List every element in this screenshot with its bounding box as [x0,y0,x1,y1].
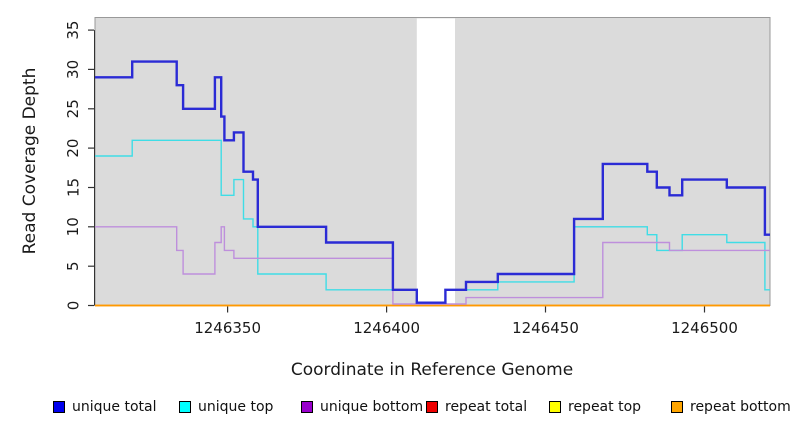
legend-label: unique bottom [320,399,424,415]
x-tick-label: 1246350 [194,319,261,337]
legend-label: repeat top [568,399,642,415]
legend-swatch [426,401,438,413]
series-unique-bottom [95,226,770,305]
y-tick-label: 30 [64,60,82,79]
x-tick-label: 1246500 [671,319,738,337]
legend-label: repeat bottom [690,399,791,415]
y-tick-label: 15 [64,178,82,197]
x-axis-title: Coordinate in Reference Genome [291,360,573,380]
legend-item-unique-total: unique total [53,400,156,414]
legend-item-unique-top: unique top [179,400,273,414]
legend-swatch [301,401,313,413]
x-tick-label: 1246450 [512,319,579,337]
y-tick-label: 25 [64,99,82,118]
masked-region [416,18,455,306]
legend-swatch [671,401,683,413]
y-tick-label: 20 [64,139,82,158]
legend-label: unique total [72,399,157,415]
y-tick-label: 35 [64,21,82,40]
legend-item-repeat-top: repeat top [549,400,641,414]
legend-item-repeat-total: repeat total [426,400,527,414]
y-axis-title: Read Coverage Depth [20,68,40,255]
legend-swatch [53,401,65,413]
y-tick-label: 0 [64,301,82,311]
legend-label: unique top [198,399,274,415]
y-tick-label: 10 [64,217,82,236]
legend-item-repeat-bottom: repeat bottom [671,400,791,414]
x-tick-label: 1246400 [353,319,420,337]
legend-item-unique-bottom: unique bottom [301,400,423,414]
y-tick-label: 5 [64,261,82,271]
legend-label: repeat total [445,399,528,415]
legend-swatch [179,401,191,413]
legend-swatch [549,401,561,413]
series-unique-total [95,60,770,304]
